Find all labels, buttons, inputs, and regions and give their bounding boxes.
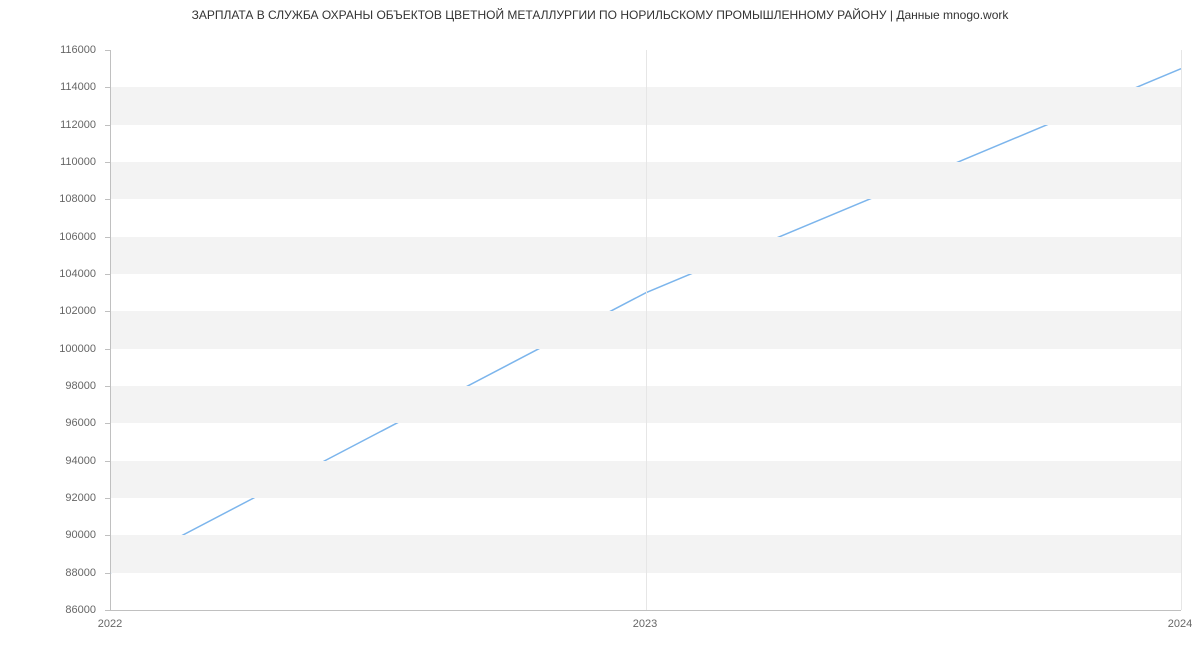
y-tick-mark xyxy=(105,311,110,312)
x-tick-label: 2022 xyxy=(98,618,122,630)
plot-area xyxy=(110,50,1181,611)
y-tick-mark xyxy=(105,162,110,163)
y-tick-mark xyxy=(105,461,110,462)
y-tick-mark xyxy=(105,386,110,387)
chart-title: ЗАРПЛАТА В СЛУЖБА ОХРАНЫ ОБЪЕКТОВ ЦВЕТНО… xyxy=(0,8,1200,22)
y-tick-label: 106000 xyxy=(0,231,96,243)
y-tick-label: 100000 xyxy=(0,343,96,355)
y-tick-label: 102000 xyxy=(0,305,96,317)
y-tick-label: 114000 xyxy=(0,81,96,93)
y-tick-mark xyxy=(105,199,110,200)
y-tick-label: 116000 xyxy=(0,44,96,56)
y-tick-mark xyxy=(105,535,110,536)
y-tick-mark xyxy=(105,237,110,238)
y-tick-label: 104000 xyxy=(0,268,96,280)
y-tick-mark xyxy=(105,573,110,574)
y-tick-label: 90000 xyxy=(0,529,96,541)
y-tick-label: 96000 xyxy=(0,417,96,429)
y-tick-label: 88000 xyxy=(0,567,96,579)
y-tick-mark xyxy=(105,50,110,51)
y-tick-mark xyxy=(105,349,110,350)
y-tick-label: 110000 xyxy=(0,156,96,168)
y-tick-mark xyxy=(105,125,110,126)
y-tick-label: 94000 xyxy=(0,455,96,467)
x-tick-label: 2023 xyxy=(633,618,657,630)
x-gridline xyxy=(1181,50,1182,610)
y-tick-mark xyxy=(105,423,110,424)
salary-line-chart: ЗАРПЛАТА В СЛУЖБА ОХРАНЫ ОБЪЕКТОВ ЦВЕТНО… xyxy=(0,0,1200,650)
y-tick-mark xyxy=(105,610,110,611)
y-tick-mark xyxy=(105,274,110,275)
x-gridline xyxy=(646,50,647,610)
y-tick-label: 98000 xyxy=(0,380,96,392)
y-tick-label: 108000 xyxy=(0,193,96,205)
y-tick-label: 86000 xyxy=(0,604,96,616)
y-tick-mark xyxy=(105,498,110,499)
x-tick-label: 2024 xyxy=(1168,618,1192,630)
y-tick-mark xyxy=(105,87,110,88)
y-tick-label: 112000 xyxy=(0,119,96,131)
y-tick-label: 92000 xyxy=(0,492,96,504)
